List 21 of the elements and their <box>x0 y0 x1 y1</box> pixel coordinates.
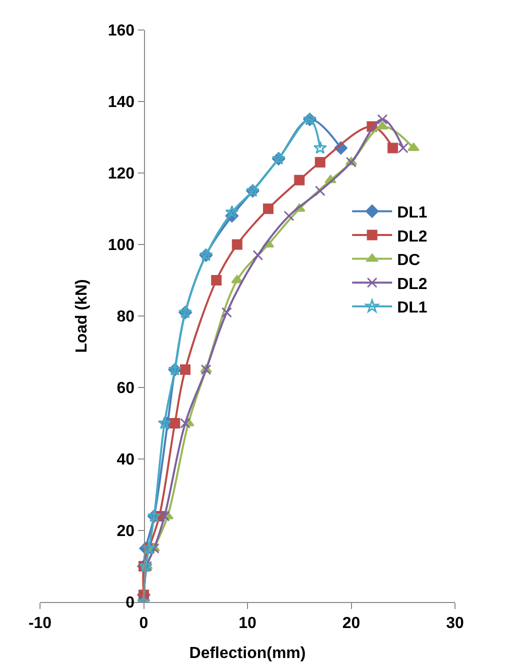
legend-label: DC <box>397 252 421 270</box>
x-tick-label: 30 <box>446 615 464 632</box>
legend-label: DL1 <box>397 204 428 222</box>
y-tick-label: 80 <box>116 308 135 326</box>
legend-label: DL1 <box>397 300 428 317</box>
y-tick-label: 20 <box>116 523 135 540</box>
x-tick-label: 10 <box>238 615 256 632</box>
y-tick-label: 120 <box>108 166 135 183</box>
x-tick-label: -10 <box>28 615 52 632</box>
x-axis-title: Deflection(mm) <box>189 644 306 662</box>
x-tick-label: 20 <box>342 615 360 632</box>
legend-label: DL2 <box>397 276 428 293</box>
legend-label: DL2 <box>397 228 428 246</box>
y-tick-label: 60 <box>116 380 135 398</box>
x-tick-label: 0 <box>139 615 148 632</box>
y-axis-title: Load (kN) <box>74 279 91 353</box>
y-tick-label: 100 <box>108 237 135 254</box>
y-tick-label: 0 <box>126 594 135 612</box>
y-tick-label: 140 <box>108 94 135 112</box>
y-tick-label: 160 <box>108 22 135 40</box>
y-tick-label: 40 <box>116 452 135 469</box>
